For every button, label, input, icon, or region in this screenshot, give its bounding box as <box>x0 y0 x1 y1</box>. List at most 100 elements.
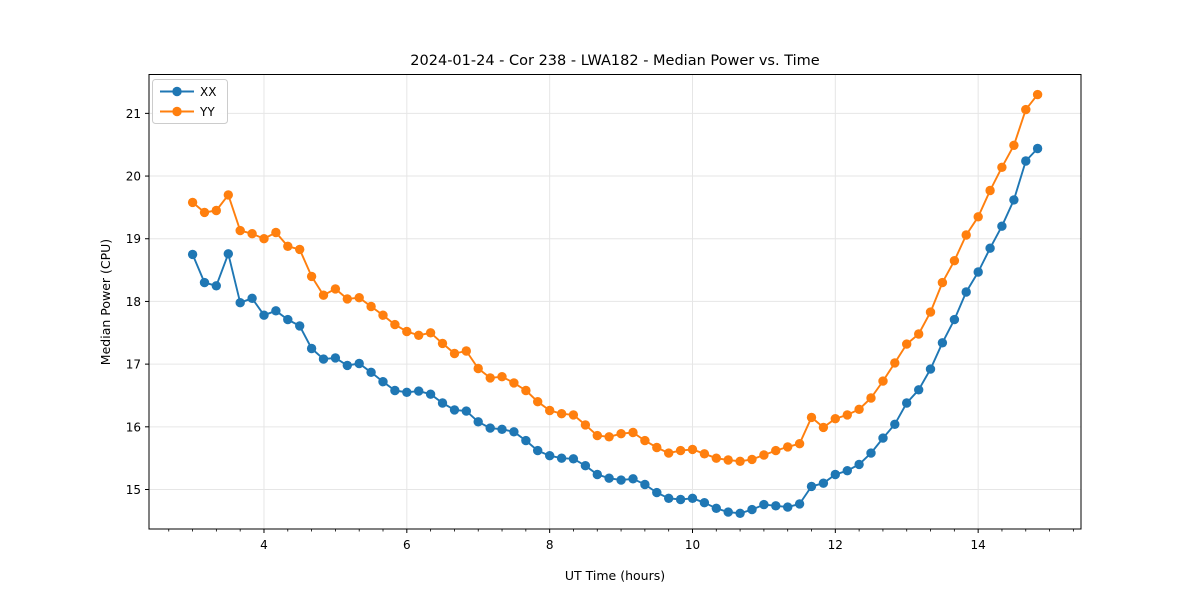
data-point-YY <box>283 241 293 251</box>
data-point-YY <box>687 444 698 455</box>
data-point-YY <box>568 410 579 420</box>
data-point-XX <box>866 448 876 458</box>
data-point-XX <box>1009 195 1019 205</box>
data-point-XX <box>1032 143 1043 154</box>
data-point-XX <box>330 353 341 363</box>
data-point-XX <box>914 385 924 395</box>
data-point-YY <box>735 456 745 466</box>
data-point-YY <box>461 346 471 356</box>
data-point-XX <box>628 474 638 484</box>
y-tick-label: 18 <box>126 295 141 309</box>
data-point-YY <box>628 427 638 438</box>
legend-marker-YY <box>172 106 182 117</box>
data-point-XX <box>342 360 352 371</box>
data-point-YY <box>437 338 448 349</box>
x-tick-label: 14 <box>971 538 986 552</box>
data-point-YY <box>271 227 281 238</box>
grid-lines <box>149 74 1081 529</box>
data-point-YY <box>402 326 412 337</box>
data-point-YY <box>830 414 840 424</box>
data-point-YY <box>699 449 710 459</box>
data-point-YY <box>973 212 983 222</box>
data-point-XX <box>545 451 555 461</box>
chart-title: 2024-01-24 - Cor 238 - LWA182 - Median P… <box>410 53 819 69</box>
x-tick-label: 8 <box>546 538 554 552</box>
series-line-YY <box>191 94 1039 463</box>
y-tick-label: 16 <box>126 420 141 434</box>
data-point-YY <box>961 230 971 240</box>
data-point-XX <box>568 454 579 464</box>
data-point-XX <box>961 287 971 297</box>
data-point-XX <box>842 466 852 476</box>
y-tick-label: 15 <box>126 483 141 497</box>
data-point-YY <box>592 430 602 441</box>
data-point-YY <box>366 301 376 312</box>
data-point-YY <box>747 454 757 465</box>
axes: 4 6 8 10 12 14 15 16 17 18 19 20 21 <box>126 74 1082 552</box>
data-point-XX <box>723 507 733 517</box>
data-point-YY <box>556 409 567 419</box>
data-point-YY <box>509 378 519 388</box>
data-point-YY <box>878 376 888 386</box>
y-tick-label: 21 <box>126 107 141 121</box>
series-XX <box>187 143 1043 518</box>
data-point-XX <box>616 475 626 485</box>
data-point-YY <box>330 284 341 294</box>
data-point-YY <box>854 404 864 414</box>
data-point-YY <box>723 455 733 465</box>
legend-marker-XX <box>172 86 182 97</box>
data-point-YY <box>616 429 626 439</box>
data-point-XX <box>556 453 567 463</box>
data-point-YY <box>925 307 936 317</box>
data-point-YY <box>759 450 769 460</box>
data-point-YY <box>818 422 829 433</box>
data-point-YY <box>318 290 329 300</box>
data-point-XX <box>306 343 317 354</box>
data-point-XX <box>794 499 805 509</box>
data-point-YY <box>902 339 912 349</box>
data-point-YY <box>414 330 424 340</box>
data-point-YY <box>306 271 317 282</box>
data-point-XX <box>235 298 245 308</box>
data-point-XX <box>354 358 364 369</box>
data-point-XX <box>997 221 1007 231</box>
data-series <box>187 89 1043 518</box>
data-point-YY <box>949 256 960 266</box>
data-point-XX <box>366 367 376 377</box>
data-point-XX <box>604 473 614 483</box>
data-point-YY <box>187 197 198 208</box>
x-tick-label: 10 <box>685 538 700 552</box>
data-point-XX <box>425 389 436 399</box>
data-point-XX <box>771 501 781 511</box>
data-point-YY <box>378 310 388 320</box>
data-point-XX <box>687 493 698 503</box>
data-point-XX <box>640 479 650 490</box>
data-point-XX <box>247 293 257 303</box>
data-point-XX <box>187 249 198 260</box>
legend-item-YY: YY <box>160 105 215 119</box>
data-point-XX <box>461 406 471 416</box>
y-tick-label: 19 <box>126 232 141 246</box>
data-point-YY <box>295 244 305 255</box>
data-point-XX <box>437 398 448 408</box>
data-point-XX <box>318 354 329 364</box>
data-point-YY <box>914 329 924 339</box>
data-point-XX <box>271 306 281 316</box>
x-tick-label: 12 <box>828 538 843 552</box>
data-point-YY <box>521 385 531 396</box>
data-point-XX <box>283 314 293 325</box>
data-point-YY <box>223 190 233 200</box>
data-point-YY <box>842 410 852 420</box>
data-point-YY <box>354 293 364 303</box>
data-point-YY <box>664 448 674 458</box>
data-point-XX <box>414 386 424 396</box>
series-YY <box>187 89 1043 466</box>
data-point-YY <box>199 207 210 218</box>
data-point-YY <box>497 372 507 382</box>
data-point-YY <box>449 348 460 359</box>
y-tick-label: 20 <box>126 170 141 184</box>
data-point-XX <box>937 338 948 348</box>
data-point-YY <box>473 363 483 374</box>
